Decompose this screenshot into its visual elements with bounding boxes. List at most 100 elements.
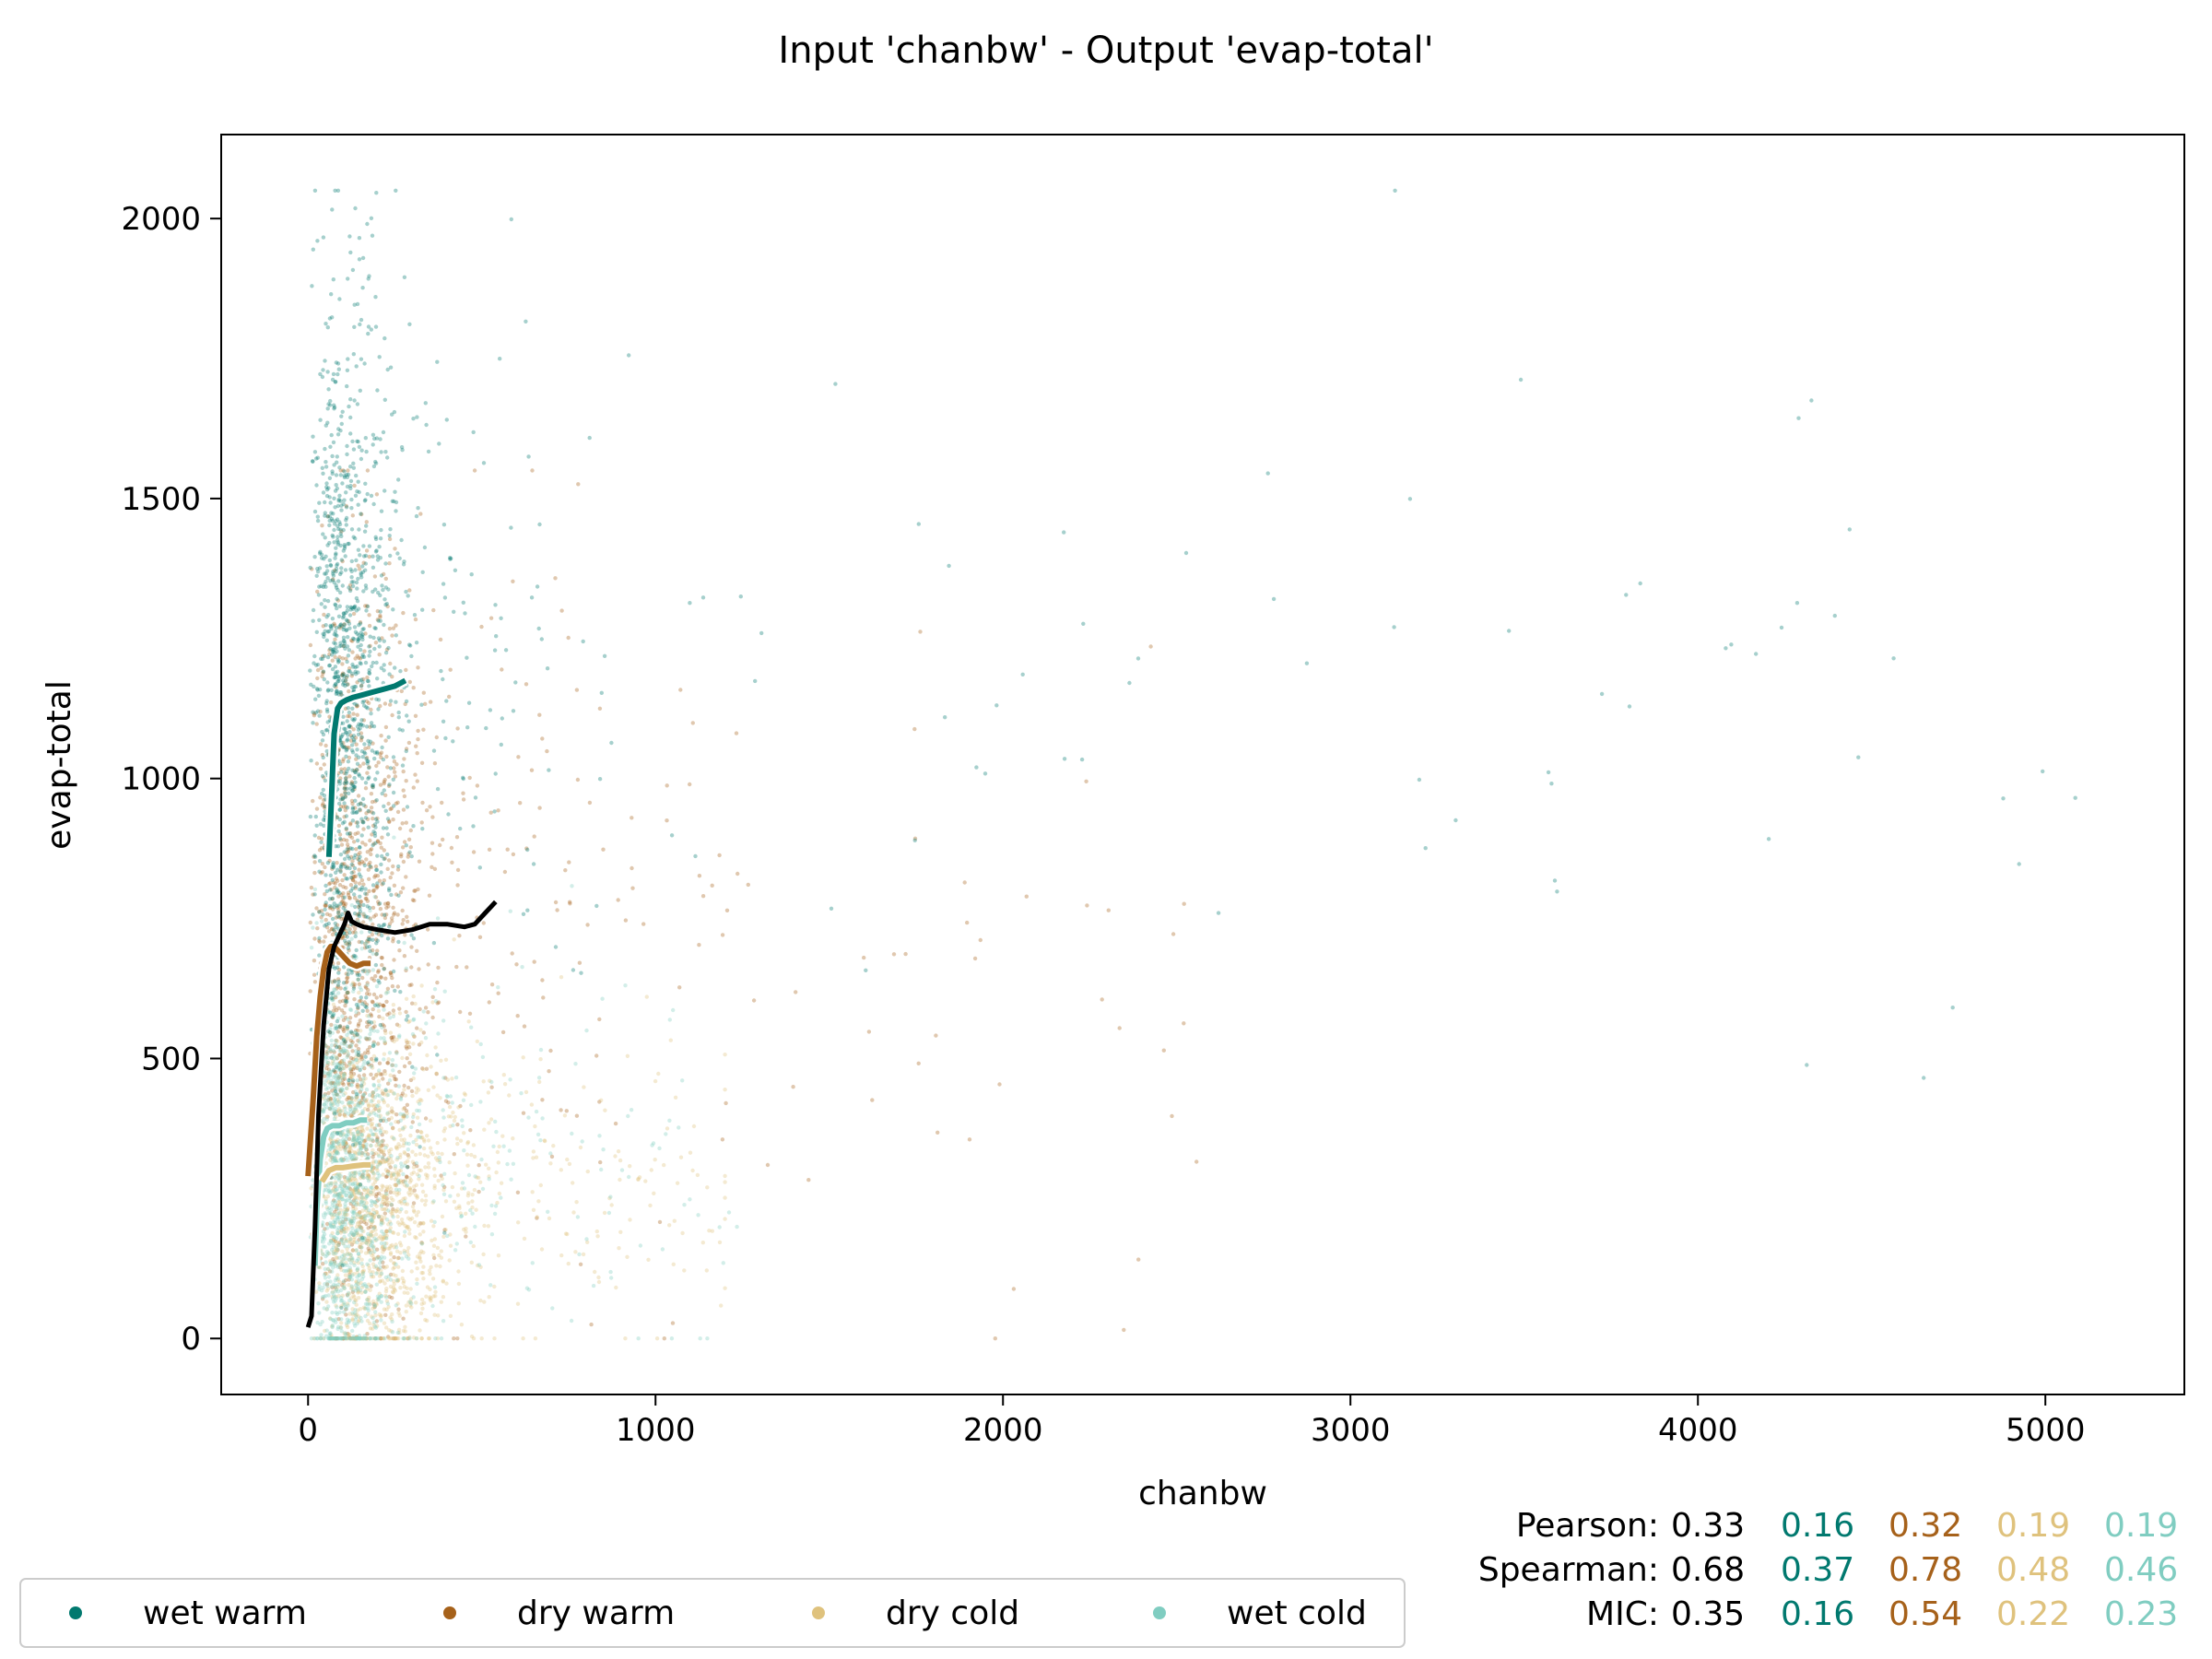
- point: [496, 1253, 501, 1258]
- point: [371, 741, 375, 746]
- point: [386, 1117, 391, 1122]
- point: [474, 1207, 478, 1212]
- point: [441, 1108, 445, 1112]
- point: [568, 900, 572, 904]
- point: [448, 667, 453, 672]
- point: [355, 712, 359, 717]
- point: [335, 1030, 340, 1034]
- point: [347, 1096, 352, 1100]
- point: [354, 1302, 359, 1307]
- point: [319, 915, 324, 920]
- point: [357, 1151, 361, 1156]
- point: [700, 894, 706, 899]
- point: [623, 983, 628, 988]
- point: [351, 1204, 356, 1209]
- point: [403, 1324, 407, 1330]
- point: [347, 746, 351, 750]
- point: [361, 1077, 366, 1081]
- point: [347, 822, 353, 827]
- point: [329, 1042, 335, 1048]
- point: [331, 1238, 336, 1242]
- point: [358, 388, 362, 393]
- point: [791, 1085, 795, 1089]
- point: [323, 1092, 327, 1097]
- point: [594, 903, 599, 909]
- point: [399, 1218, 405, 1222]
- point: [348, 415, 353, 420]
- point: [363, 1206, 368, 1211]
- point: [419, 1336, 424, 1341]
- point: [385, 455, 390, 460]
- point: [366, 1051, 371, 1055]
- point: [324, 917, 328, 923]
- point: [426, 927, 430, 932]
- point: [1453, 818, 1458, 823]
- point: [379, 974, 383, 980]
- point: [358, 903, 363, 908]
- point: [336, 579, 341, 583]
- point: [337, 1061, 342, 1065]
- point: [391, 818, 395, 822]
- point: [350, 1143, 356, 1147]
- point: [317, 713, 322, 718]
- point: [609, 1276, 614, 1280]
- point: [511, 852, 516, 857]
- point: [351, 447, 357, 452]
- point: [433, 1336, 438, 1341]
- point: [721, 1261, 725, 1265]
- point: [347, 1298, 352, 1303]
- point: [320, 752, 324, 758]
- point: [371, 823, 376, 829]
- point: [369, 1128, 373, 1133]
- point: [534, 1155, 539, 1159]
- point: [363, 1301, 369, 1307]
- point: [1392, 625, 1396, 629]
- point: [419, 1301, 424, 1307]
- point: [462, 1186, 467, 1191]
- point: [597, 706, 603, 711]
- point: [351, 727, 356, 732]
- point: [625, 1053, 630, 1059]
- point: [418, 1232, 422, 1237]
- point: [356, 1101, 360, 1107]
- point: [363, 842, 368, 847]
- point: [332, 1259, 337, 1264]
- point: [341, 740, 346, 746]
- point: [418, 1151, 422, 1157]
- point: [324, 900, 328, 905]
- point: [548, 1161, 553, 1166]
- point: [370, 1093, 375, 1099]
- point: [423, 1036, 429, 1041]
- point: [499, 616, 503, 620]
- point: [333, 1209, 337, 1215]
- point: [598, 1159, 603, 1165]
- point: [312, 936, 317, 941]
- point: [326, 1293, 331, 1298]
- point: [401, 918, 406, 923]
- point: [336, 967, 342, 972]
- point: [344, 827, 348, 832]
- point: [354, 1009, 359, 1015]
- point: [525, 847, 530, 853]
- point: [509, 525, 513, 530]
- point: [407, 982, 412, 988]
- point: [486, 1224, 491, 1229]
- point: [354, 1248, 359, 1253]
- point: [323, 903, 328, 909]
- point: [574, 1200, 579, 1205]
- point: [529, 768, 535, 772]
- point: [374, 1185, 379, 1190]
- point: [653, 1078, 658, 1084]
- point: [403, 1180, 407, 1184]
- point: [535, 1216, 539, 1220]
- point: [357, 999, 362, 1004]
- point: [608, 1269, 613, 1275]
- point: [365, 1194, 370, 1198]
- point: [629, 865, 634, 871]
- point: [365, 221, 370, 227]
- point: [354, 757, 359, 761]
- point: [420, 1189, 426, 1194]
- point: [361, 920, 366, 924]
- point: [545, 748, 549, 754]
- point: [394, 1209, 398, 1214]
